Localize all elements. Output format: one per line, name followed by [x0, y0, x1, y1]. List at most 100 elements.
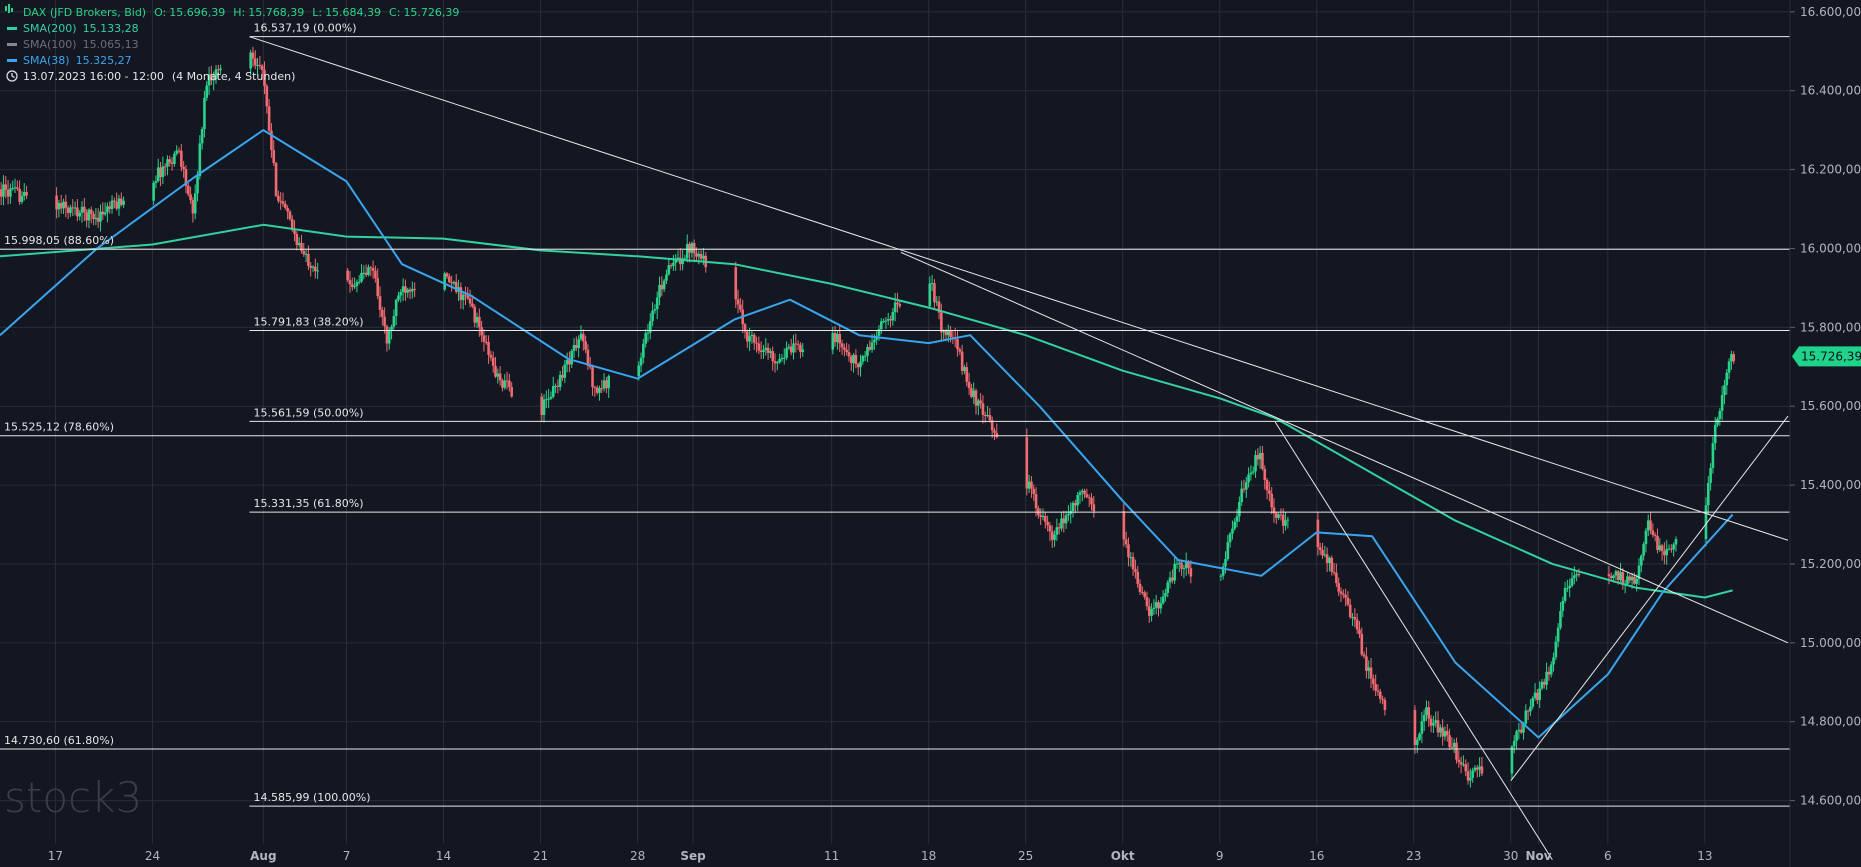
- candle-body: [549, 396, 553, 399]
- candle-body: [977, 400, 980, 406]
- candle-body: [944, 330, 948, 336]
- time-axis[interactable]: 17 24 Aug 7 14 21 28 Sep 11 18 25 Okt 9 16 23 30 Nov 6 13: [48, 849, 1713, 863]
- candle-body: [988, 415, 992, 421]
- candle-body: [586, 349, 590, 366]
- candle-body: [196, 176, 199, 194]
- candle-body: [1621, 572, 1625, 585]
- candle-body: [11, 188, 15, 190]
- candle-body: [214, 69, 218, 80]
- candle-body: [249, 52, 252, 69]
- candle-body: [1443, 731, 1447, 737]
- candle-body: [1376, 690, 1380, 692]
- candle-body: [1127, 544, 1130, 558]
- candle-body: [681, 258, 684, 265]
- trendline[interactable]: [900, 251, 1789, 644]
- candle-body: [394, 299, 398, 316]
- candle-body: [1658, 545, 1662, 550]
- trendline[interactable]: [249, 36, 1789, 541]
- candle-body: [889, 319, 892, 321]
- candle-body: [1057, 527, 1061, 529]
- candle-body: [1272, 507, 1276, 514]
- candle-body: [1129, 556, 1133, 558]
- candle-body: [1339, 591, 1343, 594]
- candle-body: [970, 387, 973, 397]
- candle-body: [159, 167, 162, 178]
- time-tick-label: Nov: [1525, 849, 1551, 863]
- candle-body: [1459, 762, 1463, 765]
- candle-body: [1609, 575, 1613, 578]
- candle-body: [1161, 596, 1165, 604]
- candle-body: [1177, 562, 1181, 564]
- candle-body: [1441, 727, 1444, 737]
- candle-body: [73, 207, 77, 209]
- instrument-name: DAX (JFD Brokers, Bid): [23, 6, 146, 19]
- candle-body: [1538, 688, 1541, 701]
- time-tick-label: Okt: [1111, 849, 1135, 863]
- candle-body: [563, 364, 567, 378]
- candle-body: [404, 286, 407, 293]
- candle-body: [25, 192, 28, 196]
- candle-body: [302, 250, 306, 255]
- trendline[interactable]: [1274, 421, 1553, 860]
- trendline[interactable]: [1510, 415, 1789, 782]
- candle-body: [1556, 627, 1560, 642]
- candle-body: [399, 292, 403, 296]
- sma38-line: [0, 129, 1734, 739]
- fib-level-label: 14.730,60 (61.80%): [4, 734, 114, 747]
- candle-body: [6, 189, 10, 197]
- candle-body: [575, 345, 578, 349]
- candle-body: [1672, 544, 1675, 550]
- fibonacci-levels[interactable]: 16.537,19 (0.00%) 15.998,05 (88.60%) 15.79…: [0, 22, 1790, 807]
- price-axis[interactable]: 14.600,00 14.800,00 15.000,00 15.200,00 15.4…: [1790, 5, 1861, 808]
- candle-body: [789, 346, 793, 353]
- candle-body: [653, 309, 657, 311]
- candle-body: [350, 284, 354, 287]
- candle-body: [267, 106, 271, 131]
- candle-body: [300, 242, 303, 251]
- candle-body: [163, 166, 167, 168]
- candle-body: [168, 159, 172, 163]
- candle-body: [1436, 720, 1440, 733]
- trendlines[interactable]: [249, 36, 1789, 860]
- candle-body: [1713, 424, 1717, 444]
- candle-body: [154, 181, 158, 183]
- candle-body: [508, 380, 511, 388]
- candle-body: [307, 253, 310, 266]
- time-tick-label: 9: [1216, 849, 1224, 863]
- candle-body: [940, 312, 943, 333]
- candle-body: [764, 347, 768, 350]
- candle-body: [1055, 527, 1059, 535]
- fib-level-label: 15.561,59 (50.00%): [253, 406, 363, 419]
- candle-body: [445, 273, 449, 277]
- candle-body: [1265, 480, 1269, 491]
- candle-body: [692, 243, 696, 254]
- indicator-swatch: [7, 43, 17, 46]
- candle-body: [1046, 521, 1049, 526]
- candle-body: [367, 267, 370, 275]
- candle-body: [646, 332, 650, 334]
- price-tick-label: 16.400,00: [1800, 84, 1861, 98]
- candle-body: [1074, 502, 1077, 506]
- candle-body: [83, 206, 86, 213]
- candle-body: [1716, 418, 1719, 425]
- candle-body: [1573, 575, 1576, 579]
- candle-body: [1090, 497, 1093, 505]
- candle-body: [551, 386, 555, 397]
- candle-body: [993, 430, 996, 433]
- candle-body: [1554, 641, 1558, 658]
- candle-body: [1332, 571, 1336, 573]
- candle-body: [281, 201, 285, 204]
- candle-body: [406, 289, 410, 293]
- candle-body: [1711, 443, 1715, 468]
- candle-body: [1258, 452, 1262, 460]
- candle-body: [392, 315, 396, 327]
- candle-body: [1526, 710, 1530, 712]
- last-price-value: 15.726,39: [1801, 349, 1861, 363]
- candle-body: [1471, 770, 1474, 778]
- ohlc-label: C:: [389, 6, 400, 19]
- candle-body: [759, 350, 763, 352]
- candle-body: [1674, 539, 1678, 545]
- candle-body: [1173, 563, 1176, 581]
- candle-body: [1150, 608, 1153, 616]
